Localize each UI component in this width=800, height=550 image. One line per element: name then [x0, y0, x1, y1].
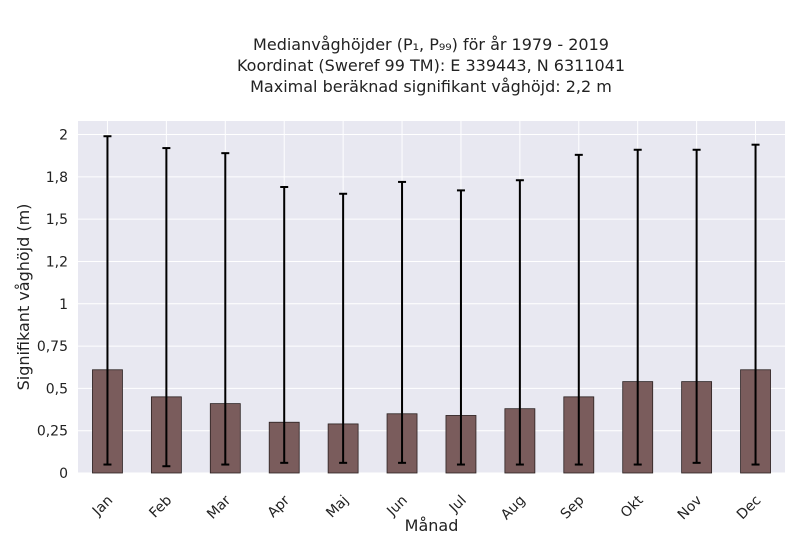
y-tick-label: 1	[59, 297, 68, 313]
y-axis-label: Signifikant våghöjd (m)	[14, 204, 33, 391]
y-tick-label: 0	[59, 466, 68, 482]
chart-title: Medianvåghöjder (P₁, P₉₉) för år 1979 - …	[0, 34, 800, 97]
y-tick-label: 0,75	[37, 339, 68, 355]
y-tick-label: 0,25	[37, 424, 68, 440]
y-tick-label: 1,5	[46, 212, 68, 228]
y-tick-label: 2	[59, 128, 68, 144]
x-tick-label: Mar	[204, 492, 234, 522]
x-tick-label: Jan	[89, 493, 116, 520]
x-tick-label: Feb	[146, 492, 175, 521]
y-tick-label: 1,2	[46, 254, 68, 270]
x-tick-label: Apr	[265, 492, 294, 521]
x-tick-label: Okt	[618, 492, 647, 521]
x-tick-label: Dec	[734, 493, 764, 523]
x-tick-label: Jul	[446, 493, 470, 517]
y-gridlines	[78, 134, 785, 474]
y-tick-labels: 0 0,25 0,5 0,75 1 1,2 1,5 1,8 2	[37, 128, 68, 482]
plot-area	[78, 121, 785, 473]
x-tick-label: Maj	[323, 493, 352, 522]
title-line-2: Koordinat (Sweref 99 TM): E 339443, N 63…	[236, 56, 626, 75]
y-tick-label: 1,8	[46, 170, 68, 186]
x-tick-label: Nov	[675, 493, 706, 524]
title-line-3: Maximal beräknad signifikant våghöjd: 2,…	[250, 77, 612, 96]
title-line-1: Medianvåghöjder (P₁, P₉₉) för år 1979 - …	[253, 35, 609, 54]
x-tick-label: Aug	[498, 493, 529, 524]
x-tick-label: Sep	[558, 492, 588, 522]
error-bars	[103, 135, 760, 468]
x-axis-label: Månad	[405, 516, 459, 535]
y-tick-label: 0,5	[46, 381, 68, 397]
